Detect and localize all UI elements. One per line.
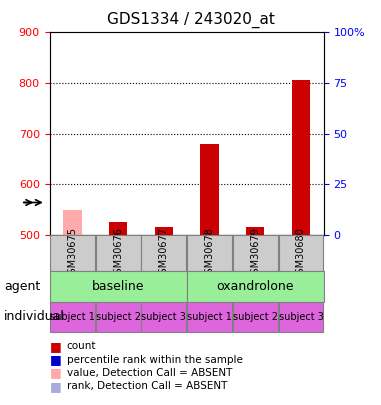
FancyBboxPatch shape [50, 302, 95, 332]
Bar [109, 222, 127, 235]
Text: count: count [67, 341, 96, 351]
Text: GSM30675: GSM30675 [67, 227, 77, 279]
FancyBboxPatch shape [279, 302, 323, 332]
Text: agent: agent [4, 280, 40, 293]
Text: GSM30680: GSM30680 [296, 227, 306, 279]
Text: GSM30676: GSM30676 [113, 227, 123, 279]
Text: ■: ■ [50, 340, 61, 353]
Text: subject 1: subject 1 [50, 312, 95, 322]
Text: GDS1334 / 243020_at: GDS1334 / 243020_at [107, 12, 274, 28]
Text: value, Detection Call = ABSENT: value, Detection Call = ABSENT [67, 368, 232, 378]
Text: GSM30677: GSM30677 [159, 227, 169, 279]
FancyBboxPatch shape [141, 235, 186, 271]
FancyBboxPatch shape [50, 271, 187, 302]
FancyBboxPatch shape [279, 235, 323, 271]
Bar [155, 227, 173, 235]
FancyBboxPatch shape [233, 235, 278, 271]
Text: rank, Detection Call = ABSENT: rank, Detection Call = ABSENT [67, 382, 227, 391]
FancyBboxPatch shape [233, 302, 278, 332]
Bar [63, 210, 82, 235]
Text: ■: ■ [50, 367, 61, 379]
Text: percentile rank within the sample: percentile rank within the sample [67, 355, 243, 364]
Bar [200, 144, 219, 235]
Text: baseline: baseline [92, 280, 144, 293]
Text: subject 2: subject 2 [96, 312, 141, 322]
Bar [246, 227, 264, 235]
Text: ■: ■ [50, 353, 61, 366]
Bar [292, 81, 310, 235]
FancyBboxPatch shape [96, 235, 141, 271]
Text: subject 3: subject 3 [141, 312, 186, 322]
FancyBboxPatch shape [96, 302, 141, 332]
Text: subject 1: subject 1 [187, 312, 232, 322]
Text: GSM30678: GSM30678 [205, 227, 215, 279]
FancyBboxPatch shape [187, 235, 232, 271]
FancyBboxPatch shape [187, 302, 232, 332]
FancyBboxPatch shape [141, 302, 186, 332]
Text: individual: individual [4, 310, 65, 323]
Text: ■: ■ [50, 380, 61, 393]
Text: oxandrolone: oxandrolone [216, 280, 294, 293]
Text: subject 3: subject 3 [279, 312, 323, 322]
FancyBboxPatch shape [50, 235, 95, 271]
Text: subject 2: subject 2 [233, 312, 278, 322]
FancyBboxPatch shape [187, 271, 324, 302]
Text: GSM30679: GSM30679 [250, 227, 260, 279]
